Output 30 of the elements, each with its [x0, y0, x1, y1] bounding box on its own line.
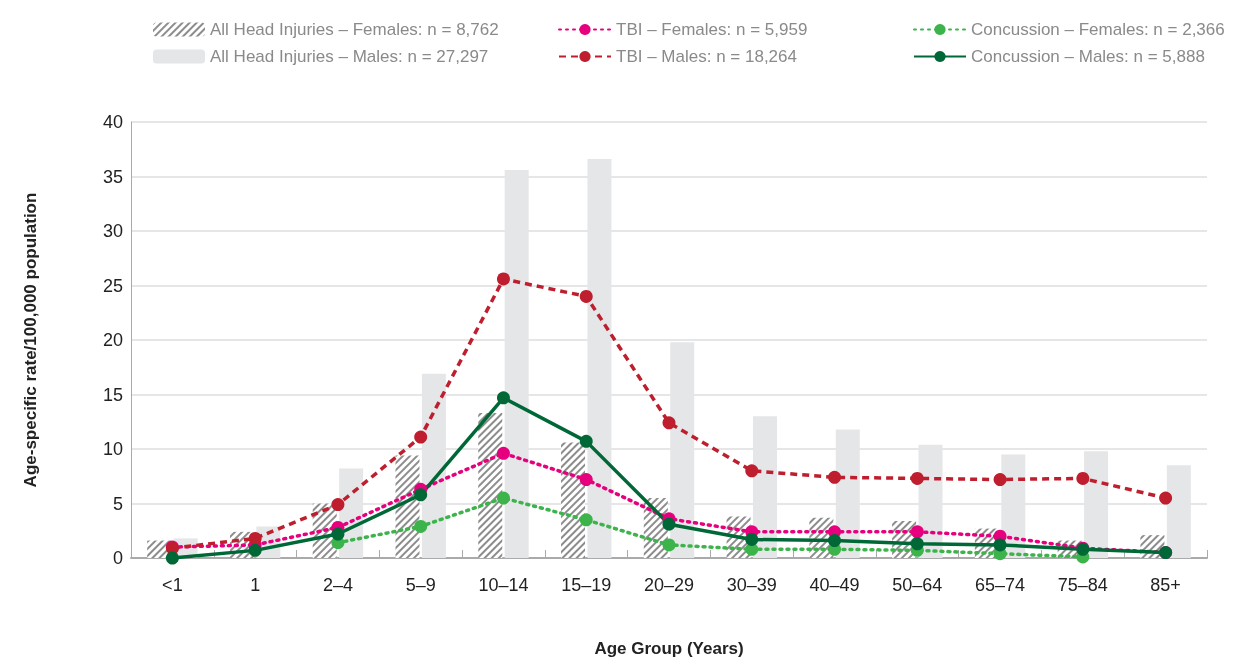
legend-label: All Head Injuries – Males: n = 27,297: [210, 47, 489, 66]
y-tick-label: 35: [102, 166, 123, 187]
x-tick-label: 15–19: [561, 575, 612, 595]
y-tick-label: 15: [102, 384, 123, 405]
y-tick-label: 0: [112, 548, 123, 568]
y-axis-title: Age-specific rate/100,000 population: [21, 192, 40, 488]
y-tick-label: 5: [112, 493, 123, 514]
legend-label: Concussion – Males: n = 5,888: [971, 47, 1205, 66]
x-tick-label: 65–74: [975, 575, 1026, 595]
x-tick-label: 10–14: [478, 575, 529, 595]
x-tick-label: 1: [250, 575, 261, 595]
x-tick-label: 50–64: [892, 575, 943, 595]
legend-label: TBI – Males: n = 18,264: [616, 47, 797, 66]
y-tick-label: 25: [102, 275, 123, 296]
x-tick-label: 85+: [1150, 575, 1181, 595]
x-tick-label: <1: [162, 575, 183, 595]
legend-label: All Head Injuries – Females: n = 8,762: [210, 20, 499, 39]
x-tick-label: 75–84: [1057, 575, 1108, 595]
y-tick-label: 20: [102, 330, 123, 350]
x-axis-title: Age Group (Years): [594, 639, 744, 658]
x-tick-label: 40–49: [809, 575, 860, 595]
legend-label: Concussion – Females: n = 2,366: [971, 20, 1225, 39]
x-tick-label: 5–9: [405, 575, 436, 595]
legend-label: TBI – Females: n = 5,959: [616, 20, 808, 39]
x-tick-label: 20–29: [643, 575, 695, 595]
y-tick-label: 10: [102, 439, 123, 459]
y-tick-label: 30: [102, 221, 123, 241]
x-tick-label: 30–39: [726, 575, 777, 595]
x-tick-label: 2–4: [322, 575, 353, 595]
y-tick-label: 40: [102, 112, 123, 132]
